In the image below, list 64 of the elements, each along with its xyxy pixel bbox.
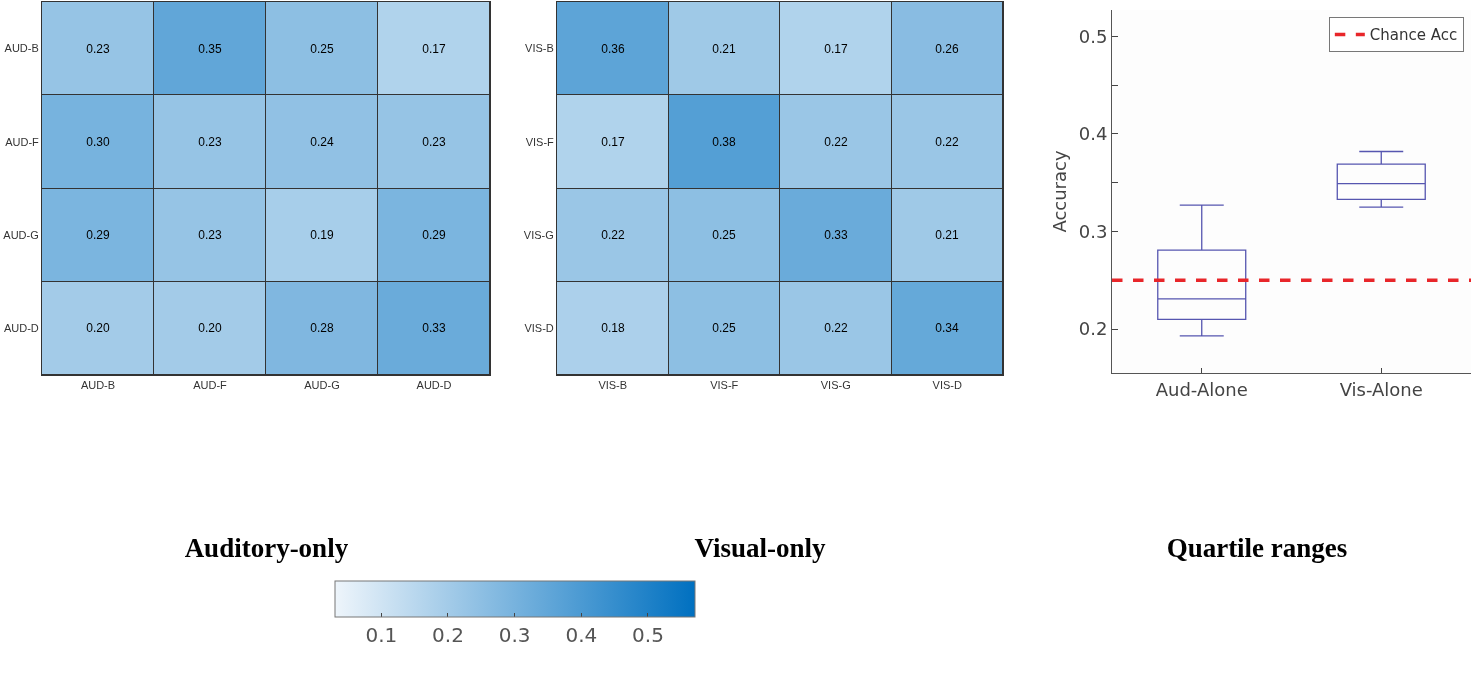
y-tick-label: 0.3 — [1078, 220, 1108, 242]
data-label: 0.25 — [712, 321, 736, 336]
x-tick-label: Vis-Alone — [1339, 378, 1423, 400]
color-bar-label: 0.2 — [432, 623, 464, 647]
data-label: 0.20 — [198, 321, 222, 336]
y-tick-label: 0.2 — [1078, 318, 1108, 340]
color-bar-label: 0.4 — [565, 623, 598, 647]
data-label: 0.38 — [712, 135, 736, 150]
x-tick-label: Aud-Alone — [1155, 378, 1248, 400]
data-label: 0.23 — [198, 228, 222, 243]
data-label: 0.22 — [824, 135, 848, 150]
data-label: 0.18 — [601, 321, 625, 336]
text: Visual-only — [694, 533, 827, 564]
data-label: 0.25 — [712, 228, 736, 243]
y-tick-label: VIS-D — [524, 322, 554, 335]
y-tick-label: 0.5 — [1078, 25, 1108, 47]
y-tick-label: 0.4 — [1078, 123, 1108, 145]
data-label: 0.19 — [310, 228, 334, 243]
x-tick-label: VIS-G — [820, 379, 851, 392]
y-tick-label: AUD-F — [5, 135, 40, 148]
data-label: 0.34 — [935, 321, 959, 336]
data-label: 0.33 — [824, 228, 848, 243]
x-tick-label: VIS-F — [710, 379, 739, 392]
y-tick-label: AUD-G — [3, 228, 39, 241]
x-tick-label: VIS-D — [932, 379, 962, 392]
x-tick-label: AUD-D — [416, 379, 452, 392]
data-label: 0.28 — [310, 321, 334, 336]
data-label: 0.20 — [86, 321, 110, 336]
data-label: 0.35 — [198, 42, 222, 57]
data-label: 0.22 — [935, 135, 959, 150]
y-tick-label: AUD-D — [3, 322, 39, 335]
text: Quartile ranges — [1166, 533, 1348, 564]
data-label: 0.29 — [422, 228, 446, 243]
data-label: 0.36 — [601, 42, 625, 57]
data-label: 0.23 — [198, 135, 222, 150]
color-bar-label: 0.3 — [498, 623, 531, 647]
x-tick-label: AUD-F — [193, 379, 228, 392]
data-label: 0.26 — [935, 42, 959, 57]
data-label: 0.17 — [824, 42, 848, 57]
data-label: 0.25 — [310, 42, 334, 57]
data-label: 0.22 — [824, 321, 848, 336]
x-tick-label: AUD-G — [304, 379, 340, 392]
data-label: 0.33 — [422, 321, 446, 336]
x-tick-label: VIS-B — [598, 379, 628, 392]
color-bar-label: 0.5 — [632, 623, 664, 647]
data-label: 0.23 — [422, 135, 446, 150]
data-label: 0.17 — [422, 42, 446, 57]
text: Auditory-only — [184, 533, 349, 564]
data-label: 0.17 — [601, 135, 625, 150]
data-label: 0.30 — [86, 135, 110, 150]
y-tick-label: AUD-B — [4, 42, 39, 55]
y-tick-label: VIS-F — [525, 135, 555, 148]
y-axis-title: Accuracy — [1049, 150, 1070, 233]
data-label: 0.22 — [601, 228, 625, 243]
data-label: 0.23 — [86, 42, 110, 57]
x-tick-label: AUD-B — [80, 379, 116, 392]
data-label: 0.21 — [935, 228, 959, 243]
data-label: 0.24 — [310, 135, 334, 150]
y-tick-label: VIS-B — [525, 42, 554, 55]
color-bar-label: 0.1 — [365, 623, 398, 647]
data-label: 0.21 — [712, 42, 736, 57]
legend-label: Chance Acc — [1369, 26, 1458, 45]
y-tick-label: VIS-G — [523, 228, 554, 241]
data-label: 0.29 — [86, 228, 110, 243]
